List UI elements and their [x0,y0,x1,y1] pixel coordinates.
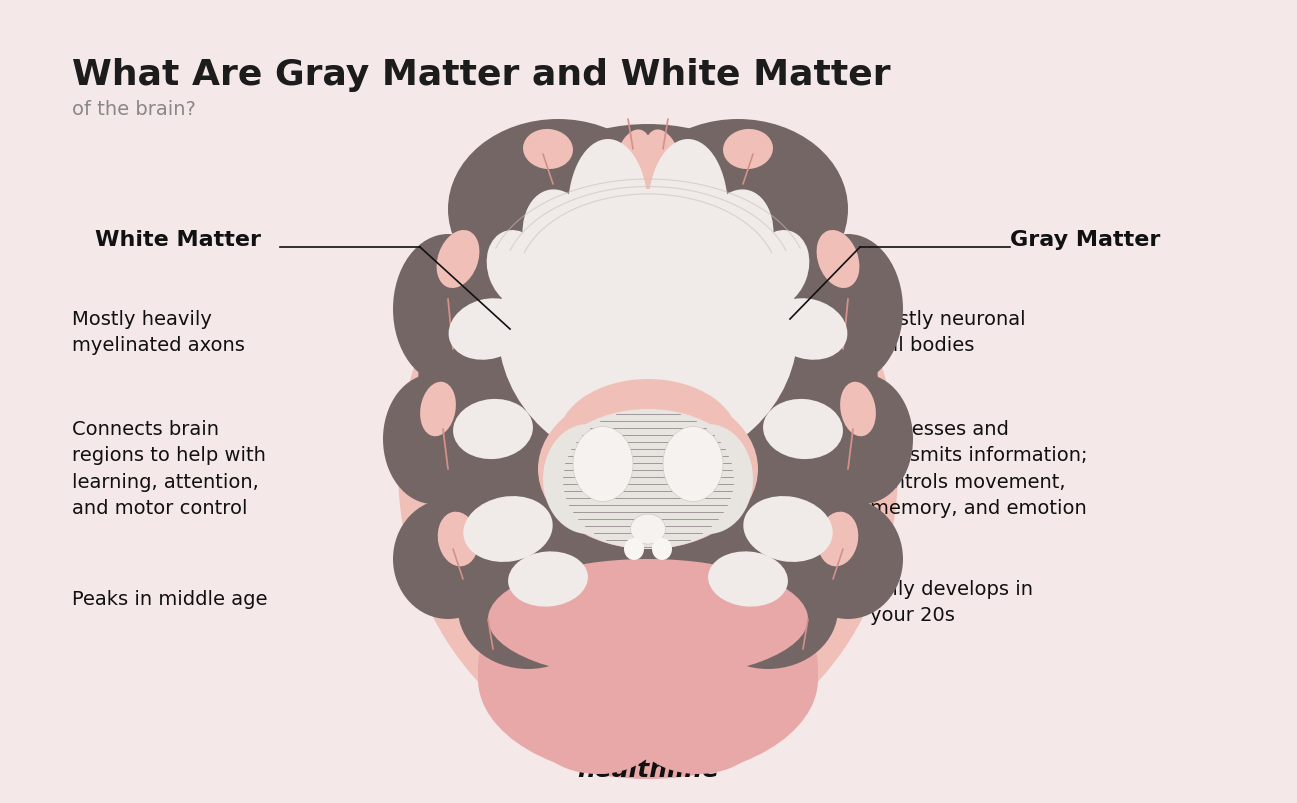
Text: Connects brain
regions to help with
learning, attention,
and motor control: Connects brain regions to help with lear… [73,419,266,518]
Ellipse shape [630,515,665,544]
Ellipse shape [769,299,847,361]
Ellipse shape [663,425,754,534]
Ellipse shape [479,589,638,749]
Ellipse shape [437,230,480,288]
Ellipse shape [652,538,672,560]
Text: What Are Gray Matter and White Matter: What Are Gray Matter and White Matter [73,58,891,92]
Ellipse shape [398,180,898,759]
Ellipse shape [663,427,722,502]
Ellipse shape [624,538,645,560]
Text: White Matter: White Matter [95,230,261,250]
Ellipse shape [488,560,808,679]
Text: of the brain?: of the brain? [73,100,196,119]
Ellipse shape [817,230,860,288]
Ellipse shape [763,399,843,459]
Ellipse shape [383,374,482,504]
Ellipse shape [418,124,878,654]
Ellipse shape [523,190,594,289]
Ellipse shape [558,380,738,499]
Ellipse shape [840,382,875,437]
Ellipse shape [533,684,663,774]
Ellipse shape [792,499,903,619]
Ellipse shape [538,389,757,549]
Ellipse shape [486,230,550,308]
Ellipse shape [458,549,598,669]
Ellipse shape [568,140,648,279]
Text: Fully develops in
your 20s: Fully develops in your 20s [870,579,1032,625]
Ellipse shape [543,425,633,534]
Ellipse shape [722,130,773,169]
Ellipse shape [393,499,503,619]
Ellipse shape [658,589,818,749]
Ellipse shape [792,234,903,385]
Ellipse shape [479,579,818,779]
Ellipse shape [708,552,787,607]
Ellipse shape [393,234,503,385]
Ellipse shape [437,512,479,567]
Ellipse shape [698,549,838,669]
Ellipse shape [573,427,633,502]
Ellipse shape [453,399,533,459]
Ellipse shape [582,140,713,240]
Ellipse shape [642,130,684,210]
Text: Peaks in middle age: Peaks in middle age [73,589,267,608]
Text: Mostly neuronal
cell bodies: Mostly neuronal cell bodies [870,310,1026,355]
Ellipse shape [449,299,528,361]
Text: Processes and
transmits information;
controls movement,
memory, and emotion: Processes and transmits information; con… [870,419,1087,518]
Ellipse shape [648,140,728,279]
Ellipse shape [628,120,848,300]
Ellipse shape [813,374,913,504]
Ellipse shape [498,190,798,470]
Ellipse shape [463,496,553,562]
Text: Gray Matter: Gray Matter [1010,230,1161,250]
Ellipse shape [447,120,668,300]
Ellipse shape [523,130,573,169]
Ellipse shape [817,512,859,567]
Ellipse shape [549,410,748,549]
Ellipse shape [743,496,833,562]
Ellipse shape [703,190,773,289]
Text: healthline: healthline [577,757,719,781]
Ellipse shape [612,130,654,210]
Ellipse shape [633,684,763,774]
Text: Mostly heavily
myelinated axons: Mostly heavily myelinated axons [73,310,245,355]
Ellipse shape [508,552,588,607]
Ellipse shape [420,382,455,437]
Ellipse shape [747,230,809,308]
